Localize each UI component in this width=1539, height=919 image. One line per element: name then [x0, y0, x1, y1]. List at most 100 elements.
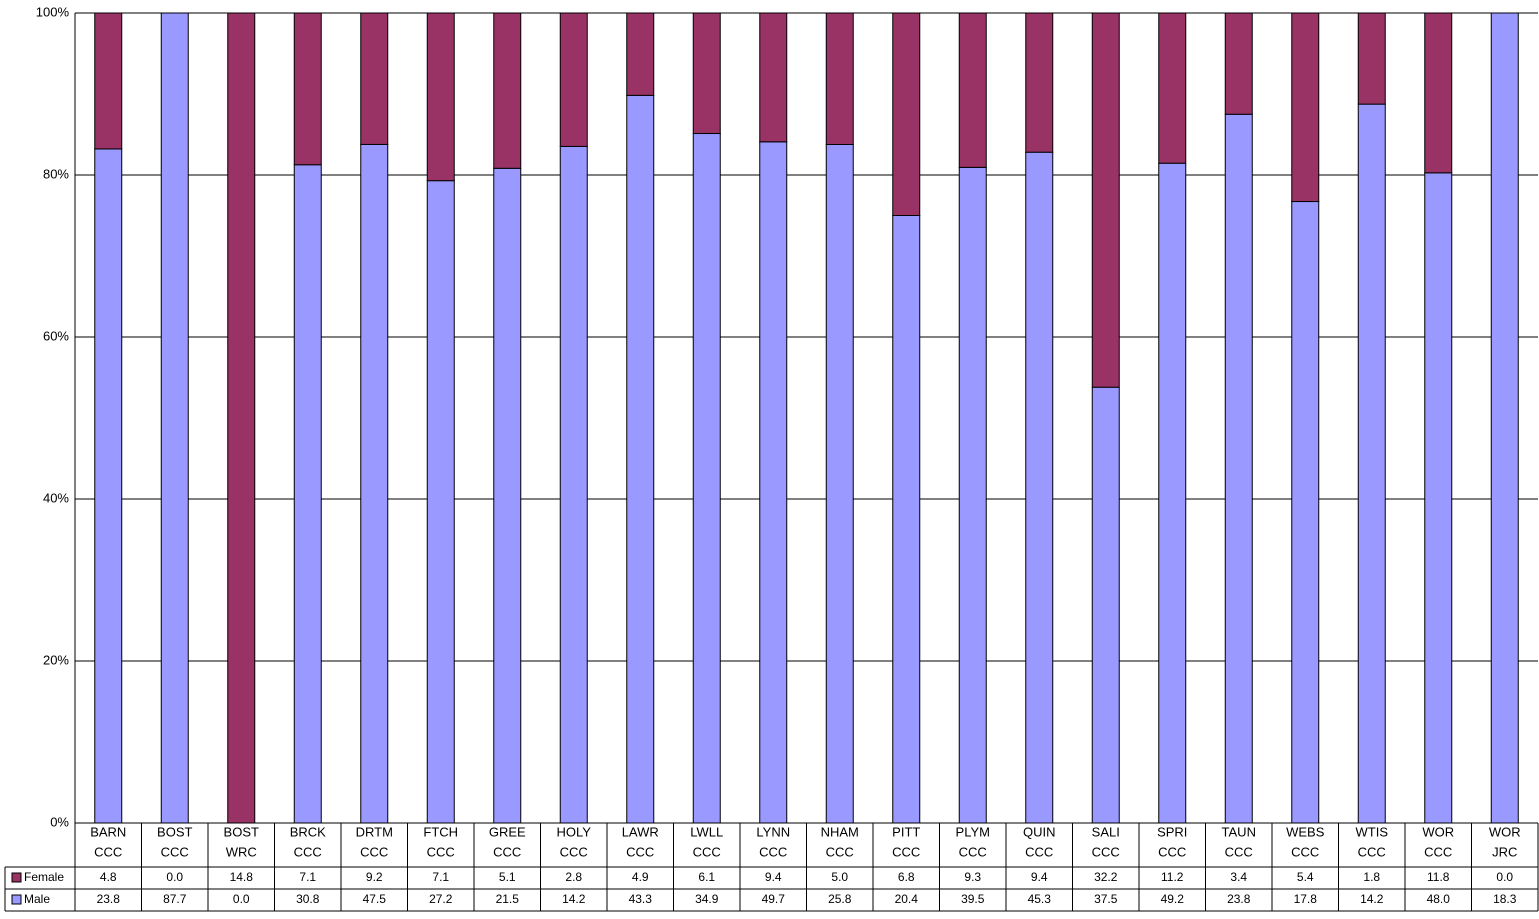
- x-tick-label: PLYM: [956, 824, 990, 839]
- table-value: 9.2: [366, 870, 383, 884]
- x-tick-label: CCC: [1291, 844, 1319, 859]
- table-value: 5.4: [1297, 870, 1314, 884]
- table-value: 37.5: [1094, 892, 1118, 906]
- bar-segment: [759, 12, 788, 143]
- y-tick-label: 80%: [43, 166, 69, 181]
- bar-segment: [1091, 386, 1120, 824]
- bar-segment: [1291, 12, 1320, 203]
- bar-segment: [1490, 12, 1519, 824]
- x-tick-label: QUIN: [1023, 824, 1056, 839]
- table-value: 6.1: [698, 870, 715, 884]
- table-value: 49.7: [762, 892, 786, 906]
- table-value: 18.3: [1493, 892, 1517, 906]
- table-value: 5.1: [499, 870, 516, 884]
- bar-segment: [1224, 12, 1253, 115]
- table-value: 20.4: [895, 892, 919, 906]
- x-tick-label: BRCK: [290, 824, 326, 839]
- legend-key: [11, 872, 22, 883]
- table-value: 14.2: [562, 892, 586, 906]
- bar-segment: [1291, 201, 1320, 824]
- x-tick-label: SPRI: [1157, 824, 1187, 839]
- bar-segment: [493, 167, 522, 824]
- table-value: 34.9: [695, 892, 719, 906]
- bar-segment: [94, 12, 123, 150]
- table-value: 4.9: [632, 870, 649, 884]
- x-tick-label: PITT: [892, 824, 920, 839]
- table-value: 14.8: [230, 870, 254, 884]
- x-tick-label: CCC: [1424, 844, 1452, 859]
- table-value: 25.8: [828, 892, 852, 906]
- y-tick-label: 20%: [43, 652, 69, 667]
- x-tick-label: WEBS: [1286, 824, 1325, 839]
- bar-segment: [1025, 151, 1054, 824]
- bar-segment: [692, 12, 721, 135]
- bar-segment: [825, 143, 854, 824]
- table-value: 6.8: [898, 870, 915, 884]
- x-tick-label: LYNN: [756, 824, 790, 839]
- bar-segment: [759, 141, 788, 824]
- table-value: 39.5: [961, 892, 985, 906]
- bar-segment: [958, 166, 987, 824]
- x-tick-label: BOST: [224, 824, 259, 839]
- table-value: 21.5: [496, 892, 520, 906]
- y-tick-label: 40%: [43, 490, 69, 505]
- bar-segment: [293, 164, 322, 824]
- legend-label: Male: [24, 892, 50, 906]
- x-tick-label: BARN: [90, 824, 126, 839]
- table-value: 2.8: [565, 870, 582, 884]
- table-value: 7.1: [432, 870, 449, 884]
- table-value: 47.5: [363, 892, 387, 906]
- bar-segment: [1424, 12, 1453, 174]
- x-tick-label: CCC: [493, 844, 521, 859]
- x-tick-label: SALI: [1092, 824, 1120, 839]
- table-value: 0.0: [1496, 870, 1513, 884]
- table-value: 14.2: [1360, 892, 1384, 906]
- x-tick-label: CCC: [427, 844, 455, 859]
- bar-segment: [1357, 103, 1386, 824]
- table-value: 30.8: [296, 892, 320, 906]
- x-tick-label: HOLY: [557, 824, 592, 839]
- x-tick-label: LAWR: [622, 824, 659, 839]
- table-value: 45.3: [1028, 892, 1052, 906]
- x-tick-label: DRTM: [356, 824, 393, 839]
- table-value: 0.0: [233, 892, 250, 906]
- table-value: 87.7: [163, 892, 187, 906]
- bar-segment: [1224, 113, 1253, 824]
- table-value: 5.0: [831, 870, 848, 884]
- x-tick-label: CCC: [294, 844, 322, 859]
- x-tick-label: CCC: [959, 844, 987, 859]
- table-value: 48.0: [1427, 892, 1451, 906]
- y-tick-label: 100%: [36, 4, 70, 19]
- bar-segment: [1025, 12, 1054, 153]
- bar-segment: [360, 12, 389, 145]
- x-tick-label: WOR: [1489, 824, 1521, 839]
- x-tick-label: CCC: [693, 844, 721, 859]
- bar-segment: [160, 12, 189, 824]
- bar-segment: [626, 94, 655, 824]
- x-tick-label: NHAM: [821, 824, 859, 839]
- x-tick-label: CCC: [161, 844, 189, 859]
- x-tick-label: WTIS: [1356, 824, 1389, 839]
- x-tick-label: LWLL: [690, 824, 723, 839]
- x-tick-label: CCC: [560, 844, 588, 859]
- table-value: 9.4: [765, 870, 782, 884]
- table-value: 11.8: [1427, 870, 1450, 884]
- bar-segment: [493, 12, 522, 169]
- bar-segment: [1158, 162, 1187, 824]
- x-tick-label: CCC: [1092, 844, 1120, 859]
- y-tick-label: 60%: [43, 328, 69, 343]
- bar-segment: [1424, 172, 1453, 824]
- x-tick-label: CCC: [1158, 844, 1186, 859]
- table-value: 11.2: [1161, 870, 1184, 884]
- bar-segment: [958, 12, 987, 168]
- x-tick-label: CCC: [1025, 844, 1053, 859]
- table-value: 27.2: [429, 892, 453, 906]
- x-tick-label: TAUN: [1222, 824, 1256, 839]
- x-tick-label: WOR: [1422, 824, 1454, 839]
- legend-label: Female: [24, 870, 64, 884]
- bar-segment: [426, 12, 455, 182]
- table-value: 17.8: [1294, 892, 1318, 906]
- x-tick-label: JRC: [1492, 844, 1517, 859]
- y-tick-label: 0%: [50, 814, 69, 829]
